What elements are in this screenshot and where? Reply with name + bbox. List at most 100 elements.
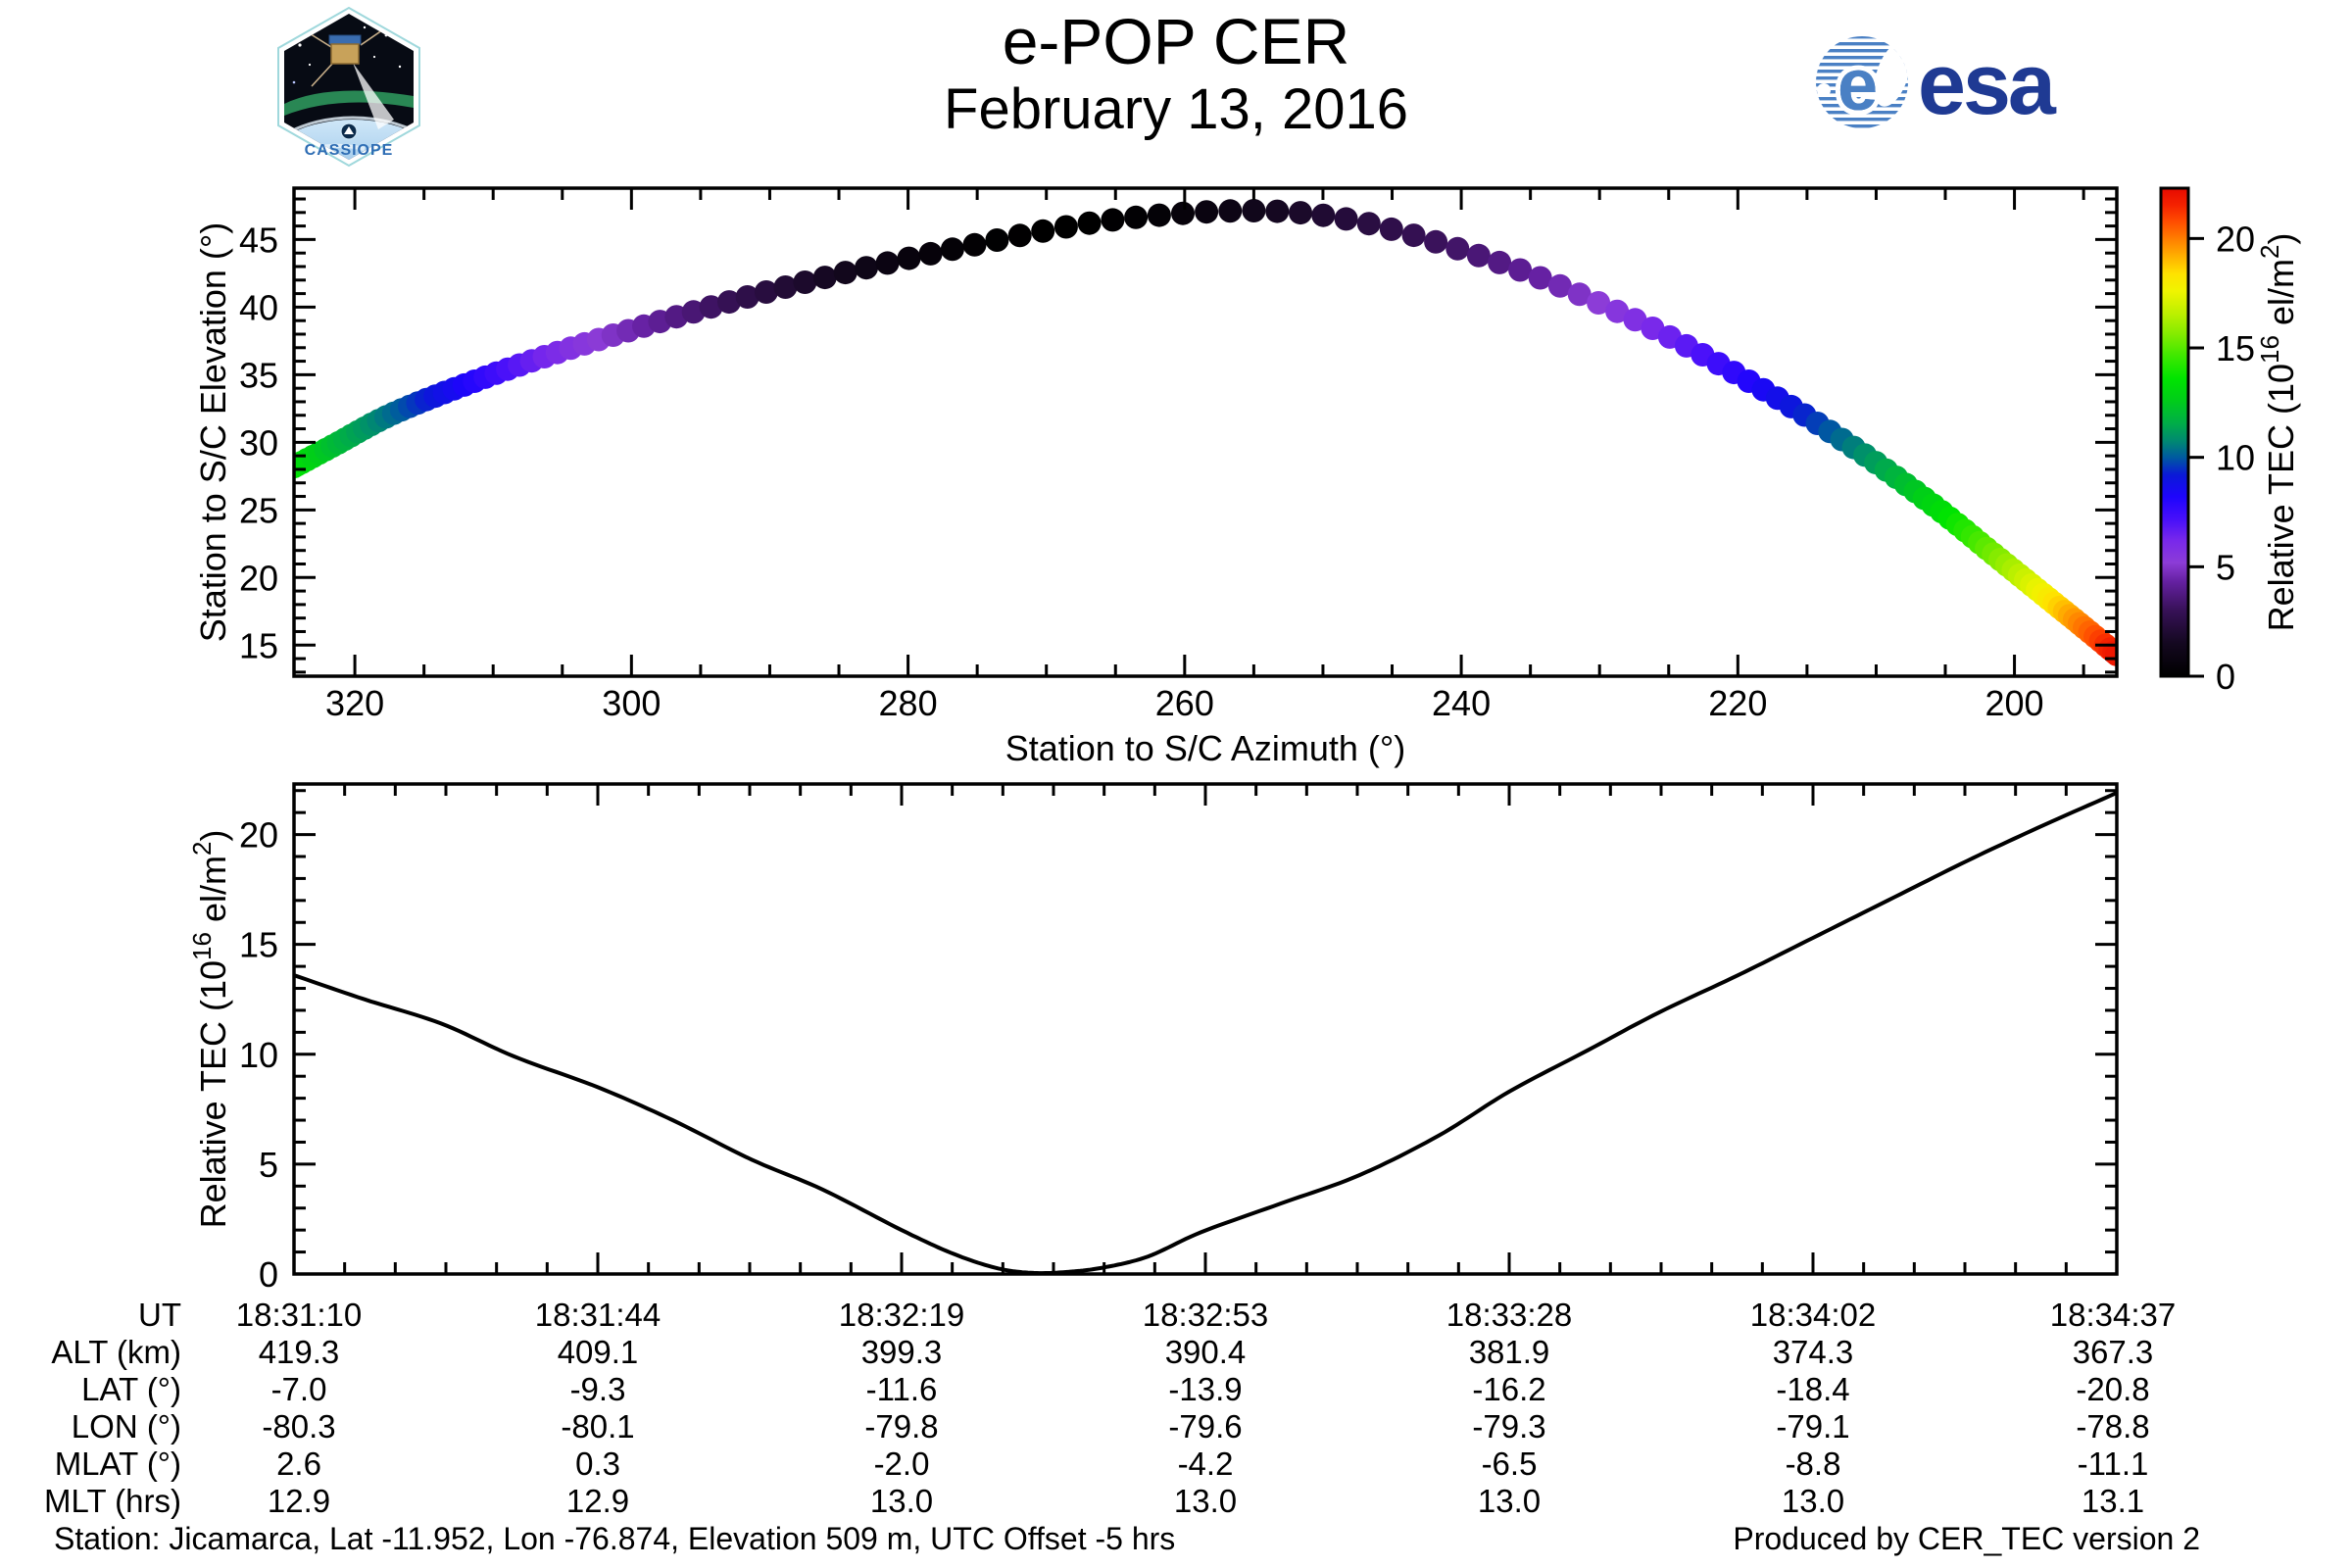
bottom-ytick-label: 5 [259, 1145, 278, 1185]
top-ytick-label: 15 [239, 625, 278, 665]
pass-markers [294, 199, 2117, 666]
table-cell: -8.8 [1785, 1446, 1841, 1482]
table-cell: -7.0 [270, 1371, 327, 1407]
top-plot-ticks [294, 188, 2117, 676]
table-cell: 390.4 [1164, 1334, 1247, 1370]
table-cell: 399.3 [860, 1334, 943, 1370]
top-plot: 320 300 280 260 240 220 20015202530354045Stati… [193, 186, 2119, 768]
esa-logo: e e esa [1808, 22, 2132, 149]
bottom-yaxis-title: Relative TEC (1016 el/m2) [187, 830, 233, 1229]
top-xtick-label: 320 [325, 683, 384, 723]
table-cell: -2.0 [873, 1446, 930, 1482]
colorbar-tick-label: 10 [2216, 438, 2255, 478]
top-ytick-label: 45 [239, 220, 278, 260]
top-xtick-label: 300 [602, 683, 661, 723]
table-cell-ut: 18:33:28 [1446, 1297, 1573, 1333]
table-cell: 409.1 [557, 1334, 639, 1370]
page-title: e-POP CER [1002, 5, 1350, 77]
top-ytick-label: 20 [239, 558, 278, 598]
table-cell: -6.5 [1481, 1446, 1538, 1482]
tec-curve [294, 791, 2117, 1274]
table-cell: -79.8 [864, 1408, 939, 1445]
table-cell: -13.9 [1168, 1371, 1243, 1407]
table-cell: 13.1 [2081, 1483, 2145, 1519]
svg-text:e: e [1838, 44, 1878, 125]
top-ytick-label: 25 [239, 490, 278, 530]
top-ytick-label: 30 [239, 422, 278, 463]
table-cell: -4.2 [1177, 1446, 1234, 1482]
top-ytick-label: 35 [239, 355, 278, 395]
cassiope-logo-text: CASSIOPE [305, 142, 394, 159]
table-cell: 419.3 [258, 1334, 340, 1370]
table-cell-ut: 18:34:37 [2049, 1297, 2177, 1333]
cassiope-logo: CASSIOPE [277, 6, 420, 168]
colorbar-tick-label: 15 [2216, 328, 2255, 368]
table-cell: 12.9 [565, 1483, 630, 1519]
bottom-plot-ticks [292, 784, 2119, 1276]
table-row-label: ALT (km) [51, 1334, 181, 1370]
producer-credit: Produced by CER_TEC version 2 [1733, 1521, 2200, 1556]
table-cell: 2.6 [276, 1446, 321, 1482]
top-xtick-label: 220 [1708, 683, 1767, 723]
table-cell: 381.9 [1468, 1334, 1550, 1370]
table-cell: 13.0 [1477, 1483, 1542, 1519]
colorbar-gradient [2161, 188, 2188, 676]
table-cell: 0.3 [575, 1446, 620, 1482]
table-cell: 12.9 [267, 1483, 331, 1519]
colorbar-title: Relative TEC (1016 el/m2) [2255, 233, 2301, 632]
top-xtick-label: 240 [1432, 683, 1491, 723]
table-cell: -16.2 [1472, 1371, 1546, 1407]
table-row-label: MLAT (°) [54, 1446, 181, 1482]
table-cell-ut: 18:31:10 [235, 1297, 363, 1333]
table-cell: -78.8 [2076, 1408, 2150, 1445]
svg-text:e: e [1838, 44, 1878, 125]
table-cell: 13.0 [1173, 1483, 1238, 1519]
bottom-plot-frame [292, 782, 2119, 1276]
colorbar-tick-label: 5 [2216, 547, 2235, 587]
table-row-label: LON (°) [71, 1408, 181, 1445]
bottom-ytick-label: 15 [239, 925, 278, 965]
table-cell: -18.4 [1776, 1371, 1850, 1407]
top-plot-frame [292, 186, 2119, 678]
colorbar-tick-label: 0 [2216, 657, 2235, 697]
beam [353, 63, 394, 129]
esa-logo-text: esa [1918, 35, 2057, 132]
table-cell: 367.3 [2072, 1334, 2154, 1370]
colorbar-tick-label: 20 [2216, 219, 2255, 259]
table-cell: -9.3 [569, 1371, 626, 1407]
page-title-block: e-POP CER February 13, 2016 [0, 5, 2352, 142]
page-date: February 13, 2016 [944, 76, 1408, 141]
table-row-label: UT [138, 1297, 181, 1333]
top-xtick-label: 280 [879, 683, 938, 723]
top-xtick-label: 200 [1985, 683, 2044, 723]
table-row-label: MLT (hrs) [44, 1483, 181, 1519]
aurora [284, 90, 414, 116]
station-info: Station: Jicamarca, Lat -11.952, Lon -76… [54, 1521, 1176, 1556]
table-row-label: LAT (°) [81, 1371, 181, 1407]
table-cell: -20.8 [2076, 1371, 2150, 1407]
table-cell-ut: 18:31:44 [534, 1297, 662, 1333]
bottom-ytick-label: 20 [239, 815, 278, 856]
table-cell-ut: 18:32:53 [1142, 1297, 1269, 1333]
table-cell: -80.1 [561, 1408, 635, 1445]
table-cell: 13.0 [1781, 1483, 1845, 1519]
top-xtick-label: 260 [1155, 683, 1214, 723]
table-cell: -11.6 [865, 1371, 938, 1407]
table-cell: 13.0 [869, 1483, 934, 1519]
table-cell-ut: 18:34:02 [1749, 1297, 1877, 1333]
bottom-ytick-label: 10 [239, 1035, 278, 1075]
bottom-ytick-label: 0 [259, 1254, 278, 1295]
top-xaxis-title: Station to S/C Azimuth (°) [1005, 728, 1406, 768]
table-cell: -79.1 [1776, 1408, 1850, 1445]
table-cell: 374.3 [1772, 1334, 1854, 1370]
table-cell-ut: 18:32:19 [838, 1297, 965, 1333]
top-yaxis-title: Station to S/C Elevation (°) [193, 222, 233, 643]
top-ytick-label: 40 [239, 287, 278, 327]
table-cell: -80.3 [262, 1408, 336, 1445]
table-cell: -79.3 [1472, 1408, 1546, 1445]
table-cell: -79.6 [1168, 1408, 1243, 1445]
